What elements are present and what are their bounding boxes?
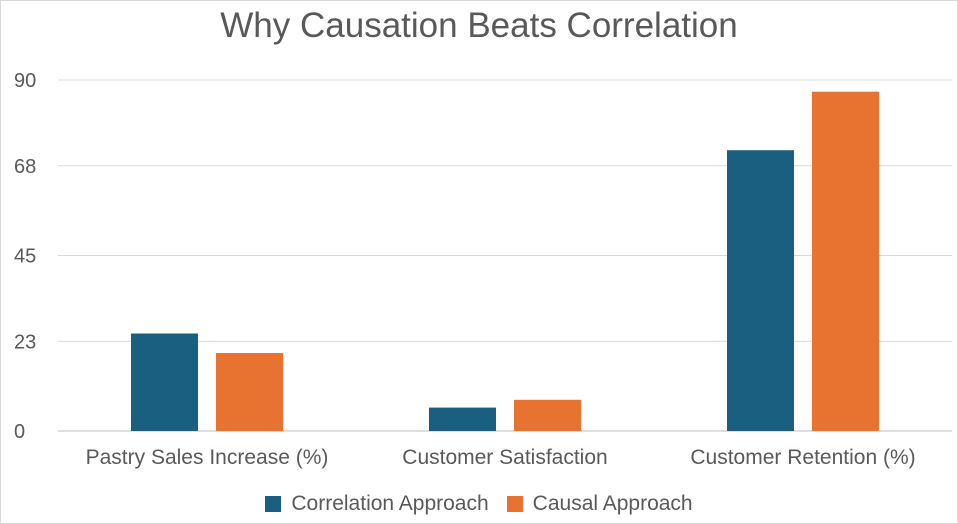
bar-causal-1 bbox=[514, 399, 581, 431]
chart-title: Why Causation Beats Correlation bbox=[220, 6, 738, 45]
y-tick-label: 68 bbox=[14, 156, 36, 178]
bar-correlation-2 bbox=[727, 150, 794, 431]
chart-legend: Correlation Approach Causal Approach bbox=[0, 492, 958, 516]
legend-label-causal: Causal Approach bbox=[532, 492, 693, 515]
x-category-label: Pastry Sales Increase (%) bbox=[86, 446, 329, 469]
y-tick-label: 45 bbox=[14, 246, 36, 268]
bar-causal-2 bbox=[812, 91, 879, 431]
bar-correlation-0 bbox=[131, 333, 198, 431]
legend-label-correlation: Correlation Approach bbox=[291, 492, 489, 515]
x-category-label: Customer Retention (%) bbox=[690, 446, 915, 469]
legend-item-causal: Causal Approach bbox=[506, 492, 693, 516]
legend-swatch-causal bbox=[506, 496, 523, 512]
y-tick-label: 90 bbox=[14, 70, 36, 92]
bar-causal-0 bbox=[216, 353, 283, 431]
x-category-label: Customer Satisfaction bbox=[402, 446, 607, 469]
y-tick-label: 23 bbox=[14, 331, 36, 353]
legend-item-correlation: Correlation Approach bbox=[265, 492, 489, 516]
legend-swatch-correlation bbox=[265, 496, 282, 512]
y-tick-label: 0 bbox=[14, 421, 25, 443]
bar-correlation-1 bbox=[429, 407, 496, 431]
